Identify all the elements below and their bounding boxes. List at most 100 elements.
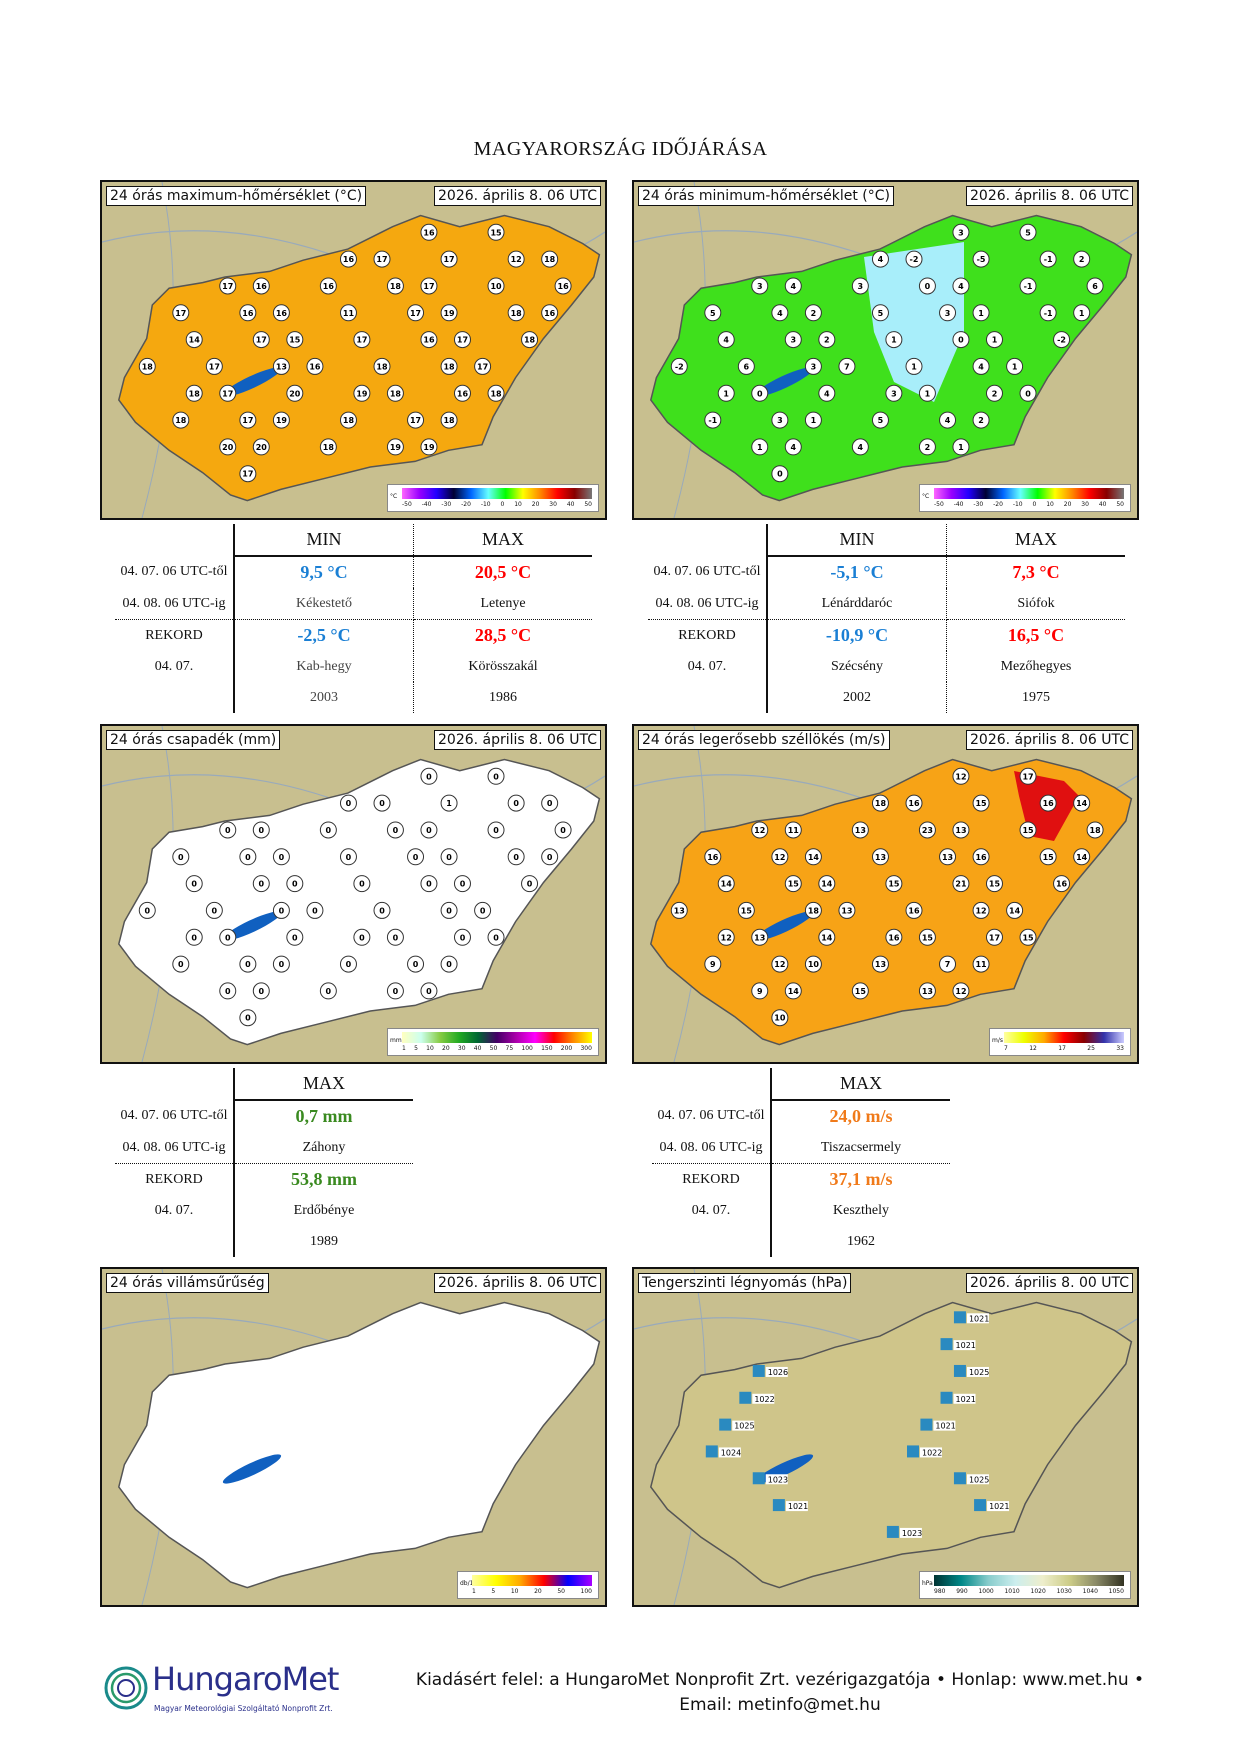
station-value: 16 <box>276 309 288 318</box>
station-marker: 16 <box>1053 875 1071 893</box>
station-value: 0 <box>191 933 197 942</box>
station-marker: 11 <box>339 304 357 322</box>
station-marker: 13 <box>939 848 957 866</box>
station-marker: 1025 <box>953 1472 989 1485</box>
legend-tick: 30 <box>1081 501 1089 508</box>
station-marker: 7 <box>838 357 856 375</box>
station-marker: 17 <box>407 304 425 322</box>
legend-gradient <box>934 488 1124 499</box>
station-marker: 16 <box>239 304 257 322</box>
hungary-outline <box>117 1301 601 1589</box>
station-marker: 14 <box>818 875 836 893</box>
station-marker: 5 <box>1019 223 1037 241</box>
station-marker: 12 <box>507 250 525 268</box>
station-marker: 0 <box>252 821 270 839</box>
station-marker: 4 <box>952 277 970 295</box>
station-marker: 0 <box>453 875 471 893</box>
station-marker: 1022 <box>739 1391 775 1404</box>
station-marker: 0 <box>252 982 270 1000</box>
station-marker: 0 <box>339 848 357 866</box>
station-marker: 15 <box>985 875 1003 893</box>
station-marker: 1 <box>440 794 458 812</box>
station-marker: 2 <box>918 438 936 456</box>
station-marker: 10 <box>771 1009 789 1027</box>
station-value: 1021 <box>989 1502 1009 1511</box>
station-value: -1 <box>1044 255 1053 264</box>
station-value: 0 <box>493 772 499 781</box>
station-value: 16 <box>309 362 321 371</box>
station-marker: 1024 <box>705 1445 741 1458</box>
record-max-year: 1986 <box>489 689 517 705</box>
station-value: 17 <box>477 362 488 371</box>
station-value: 12 <box>955 987 966 996</box>
station-marker: 3 <box>771 411 789 429</box>
legend-gradient <box>934 1575 1124 1586</box>
station-value: 14 <box>1076 853 1088 862</box>
station-marker: 1 <box>717 384 735 402</box>
station-value: 12 <box>955 772 966 781</box>
legend-tick: 990 <box>956 1588 968 1595</box>
header-min: MIN <box>767 524 947 557</box>
station-marker: 15 <box>851 982 869 1000</box>
station-value: 12 <box>774 960 785 969</box>
station-marker: 1022 <box>907 1445 942 1458</box>
station-marker: 18 <box>172 411 190 429</box>
legend-gradient <box>402 1032 592 1043</box>
station-value: 15 <box>1022 933 1034 942</box>
station-value: 1 <box>1012 362 1018 371</box>
station-marker: 13 <box>871 955 889 973</box>
footer: Kiadásért felel: a HungaroMet Nonprofit … <box>400 1668 1160 1718</box>
station-value: 17 <box>256 336 267 345</box>
station-marker: 13 <box>670 901 688 919</box>
map-title: 24 órás maximum-hőmérséklet (°C) <box>106 186 367 206</box>
station-marker: 17 <box>219 277 237 295</box>
station-marker: 19 <box>353 384 371 402</box>
station-value: 3 <box>757 282 763 291</box>
station-marker: 18 <box>1086 821 1104 839</box>
cold-area <box>864 242 964 402</box>
station-marker: 0 <box>952 331 970 349</box>
station-marker: 15 <box>784 875 802 893</box>
station-value: 1 <box>958 443 964 452</box>
station-marker: 10 <box>804 955 822 973</box>
station-value: 6 <box>744 362 750 371</box>
station-marker: 17 <box>453 331 471 349</box>
station-value: 15 <box>741 906 753 915</box>
station-value: -1 <box>1044 309 1053 318</box>
station-marker: 0 <box>407 848 425 866</box>
station-value: 10 <box>490 282 502 291</box>
color-legend: m/s 7 12 17 25 33 <box>989 1028 1131 1056</box>
record-max: 37,1 m/s <box>829 1169 893 1189</box>
record-max-place: Körösszakál <box>468 658 538 674</box>
map-date: 2026. április 8. 06 UTC <box>966 186 1133 206</box>
station-marker: 2 <box>818 331 836 349</box>
min-value: 9,5 °C <box>234 556 414 588</box>
station-value: 0 <box>326 826 332 835</box>
station-marker: 18 <box>507 304 525 322</box>
station-marker: 0 <box>185 875 203 893</box>
station-value: 19 <box>390 443 402 452</box>
station-value: 1 <box>891 336 897 345</box>
station-marker: 2 <box>1073 250 1091 268</box>
station-value: 13 <box>875 853 886 862</box>
station-value: 1022 <box>922 1448 942 1457</box>
color-legend: mm 1 5 10 20 30 40 50 75 100 150 200 300 <box>387 1028 599 1056</box>
station-marker: 16 <box>420 223 438 241</box>
station-value: 0 <box>225 826 231 835</box>
lake-balaton <box>222 911 282 941</box>
station-marker: 12 <box>771 848 789 866</box>
station-value: 9 <box>757 987 763 996</box>
station-value: 14 <box>788 987 800 996</box>
station-value: 19 <box>443 309 455 318</box>
station-value: 18 <box>189 389 201 398</box>
station-marker: 0 <box>172 848 190 866</box>
legend-tick: -10 <box>480 501 491 508</box>
station-value: 2 <box>925 443 931 452</box>
station-value: 0 <box>547 799 553 808</box>
record-min-place: Szécsény <box>767 651 947 682</box>
station-marker: 16 <box>252 277 270 295</box>
station-marker: 0 <box>420 767 438 785</box>
record-max-place: Erdőbénye <box>293 1202 355 1218</box>
station-value: 16 <box>707 853 719 862</box>
station-marker: 21 <box>952 875 970 893</box>
